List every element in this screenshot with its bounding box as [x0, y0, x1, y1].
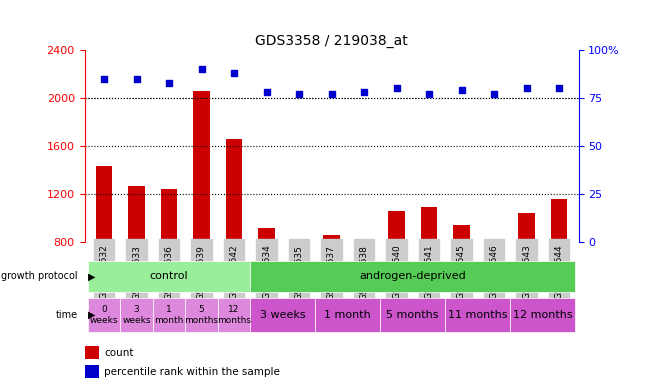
Bar: [153, 298, 185, 332]
Bar: [324, 235, 339, 242]
Bar: [250, 261, 575, 292]
Text: ▶: ▶: [88, 310, 96, 320]
Bar: [291, 240, 307, 242]
Text: 11 months: 11 months: [448, 310, 508, 320]
Bar: [84, 346, 99, 359]
Bar: [510, 298, 575, 332]
Bar: [161, 189, 177, 242]
Text: 12
months: 12 months: [217, 305, 251, 324]
Point: [99, 76, 109, 82]
Bar: [120, 298, 153, 332]
Text: ▶: ▶: [88, 271, 96, 281]
Text: 5
months: 5 months: [185, 305, 218, 324]
Text: 5 months: 5 months: [387, 310, 439, 320]
Point: [489, 91, 499, 97]
Text: 1 month: 1 month: [324, 310, 371, 320]
Point: [521, 85, 532, 91]
Bar: [315, 298, 380, 332]
Bar: [389, 211, 404, 242]
Point: [261, 89, 272, 95]
Text: 3 weeks: 3 weeks: [260, 310, 306, 320]
Point: [229, 70, 239, 76]
Point: [391, 85, 402, 91]
Bar: [259, 227, 274, 242]
Point: [294, 91, 304, 97]
Bar: [250, 298, 315, 332]
Point: [164, 79, 174, 86]
Text: 0
weeks: 0 weeks: [90, 305, 118, 324]
Title: GDS3358 / 219038_at: GDS3358 / 219038_at: [255, 33, 408, 48]
Text: growth protocol: growth protocol: [1, 271, 78, 281]
Point: [456, 87, 467, 93]
Text: 1
month: 1 month: [154, 305, 184, 324]
Point: [554, 85, 564, 91]
Bar: [88, 298, 120, 332]
Bar: [486, 240, 502, 242]
Bar: [380, 298, 445, 332]
Text: androgen-deprived: androgen-deprived: [359, 271, 466, 281]
Bar: [226, 139, 242, 242]
Bar: [185, 298, 218, 332]
Text: percentile rank within the sample: percentile rank within the sample: [104, 367, 280, 377]
Bar: [84, 365, 99, 378]
Point: [196, 66, 207, 72]
Bar: [551, 199, 567, 242]
Text: 3
weeks: 3 weeks: [122, 305, 151, 324]
Bar: [445, 298, 510, 332]
Bar: [421, 207, 437, 242]
Bar: [96, 166, 112, 242]
Bar: [218, 298, 250, 332]
Point: [359, 89, 369, 95]
Text: control: control: [150, 271, 188, 281]
Text: time: time: [56, 310, 78, 320]
Text: count: count: [104, 348, 134, 358]
Text: 12 months: 12 months: [513, 310, 573, 320]
Bar: [194, 91, 209, 242]
Bar: [519, 213, 534, 242]
Point: [131, 76, 142, 82]
Bar: [129, 185, 144, 242]
Bar: [88, 261, 250, 292]
Point: [326, 91, 337, 97]
Bar: [454, 225, 469, 242]
Point: [424, 91, 434, 97]
